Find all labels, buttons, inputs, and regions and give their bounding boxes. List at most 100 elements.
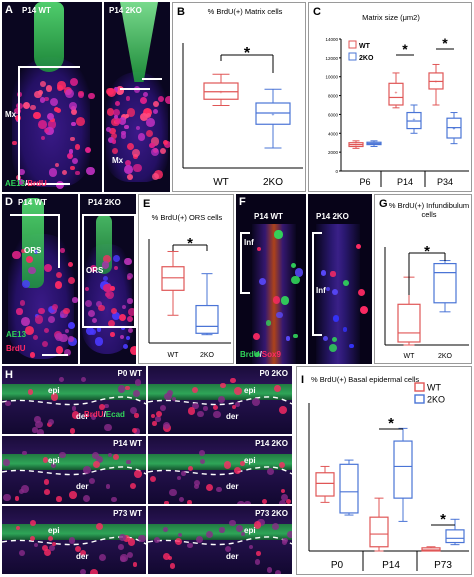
nucleus	[21, 317, 30, 326]
nucleus	[27, 266, 36, 275]
nucleus	[120, 114, 127, 120]
x-tick-label: WT	[213, 177, 229, 188]
nucleus	[126, 173, 133, 180]
x-tick-label: P14	[382, 560, 400, 571]
nucleus	[56, 496, 62, 502]
nucleus	[38, 308, 45, 315]
mean-marker: +	[395, 91, 398, 97]
nucleus	[195, 536, 203, 544]
nucleus	[234, 466, 242, 474]
nucleus	[252, 397, 260, 406]
nucleus	[286, 498, 292, 504]
nucleus	[248, 544, 254, 550]
nucleus	[177, 532, 183, 538]
panel-h: P0 WT epi der P0 2KO epi der P14 WT epi der P14 2…	[2, 366, 292, 575]
dashed-boundary	[2, 536, 146, 546]
der-label: der	[226, 482, 239, 491]
significance-star: *	[442, 35, 448, 51]
nucleus	[235, 402, 240, 407]
nucleus	[18, 168, 25, 176]
x-tick-label: P6	[359, 177, 370, 187]
nucleus	[357, 289, 365, 297]
nucleus	[162, 552, 170, 560]
nucleus	[14, 496, 19, 501]
nucleus	[44, 489, 51, 495]
nucleus	[142, 91, 149, 98]
panel-letter: I	[301, 374, 305, 386]
nucleus	[47, 113, 55, 121]
nucleus	[69, 491, 77, 499]
nucleus	[275, 311, 283, 319]
box	[369, 516, 389, 548]
basement-membrane	[2, 466, 146, 476]
nucleus	[68, 336, 74, 342]
legend-swatch-ko	[414, 394, 425, 404]
matrix-line-ko	[120, 88, 150, 90]
box	[339, 463, 359, 514]
nucleus	[114, 118, 121, 125]
nucleus	[320, 270, 327, 276]
nucleus	[258, 277, 267, 286]
nucleus	[71, 122, 76, 127]
nucleus	[68, 148, 74, 154]
ecad-epidermis-band	[148, 454, 292, 470]
nucleus	[342, 280, 349, 286]
ors-inset-ko	[82, 214, 136, 328]
der-label: der	[76, 552, 89, 561]
epi-label: epi	[244, 456, 256, 465]
nucleus	[137, 133, 146, 142]
nucleus	[330, 271, 336, 277]
mean-marker: +	[272, 112, 275, 118]
nucleus	[126, 552, 133, 559]
nucleus	[255, 551, 261, 556]
nucleus	[124, 124, 129, 130]
nucleus	[96, 301, 102, 307]
nucleus	[202, 406, 208, 411]
nucleus	[50, 463, 57, 469]
nucleus	[113, 108, 121, 116]
nucleus	[34, 249, 39, 254]
panel-letter: E	[143, 198, 151, 210]
nucleus	[219, 527, 225, 533]
nucleus	[155, 416, 161, 422]
nucleus	[48, 536, 53, 541]
nucleus	[111, 311, 121, 321]
nucleus	[116, 86, 125, 95]
nucleus	[19, 550, 25, 556]
nucleus	[125, 385, 131, 391]
nucleus	[118, 314, 126, 322]
inf-bracket-wt	[240, 232, 250, 294]
chart-title: % BrdU(+) ORS cells	[151, 213, 223, 222]
x-tick-label: 2KO	[438, 353, 453, 360]
nucleus	[124, 159, 131, 166]
x-tick-label: P34	[437, 177, 453, 187]
region-label-ko: ORS	[86, 266, 104, 275]
basement-membrane	[2, 536, 146, 546]
legend-label-wt: WT	[359, 43, 371, 50]
panel-b: B % BrdU(+) Matrix cells + + WT 2KO *	[172, 2, 306, 192]
nucleus	[186, 542, 193, 549]
nucleus	[174, 537, 183, 546]
nucleus	[285, 336, 291, 341]
nucleus	[271, 523, 279, 531]
legend-label-wt: WT	[427, 383, 441, 393]
der-label: der	[226, 412, 239, 421]
stain-marker1: BrdU	[84, 410, 104, 419]
basement-membrane	[148, 396, 292, 406]
box	[388, 82, 404, 106]
basement-membrane	[2, 396, 146, 406]
panel-f: F P14 WT P14 2KO Inf Inf BrdU/Sox9	[236, 194, 372, 364]
nucleus	[134, 379, 142, 387]
x-tick-label: P73	[434, 560, 452, 571]
panel-letter: G	[379, 198, 388, 210]
panel-letter: D	[5, 196, 13, 208]
nucleus	[216, 486, 222, 493]
nucleus	[48, 315, 55, 323]
nucleus	[85, 286, 90, 291]
nucleus	[80, 377, 87, 383]
nucleus	[278, 406, 287, 414]
panel-i: I % BrdU(+) Basal epidermal cells P0 P14 P…	[296, 366, 472, 575]
nucleus	[79, 549, 86, 556]
significance-star: *	[440, 511, 446, 528]
sample-label: P0 WT	[117, 369, 142, 378]
